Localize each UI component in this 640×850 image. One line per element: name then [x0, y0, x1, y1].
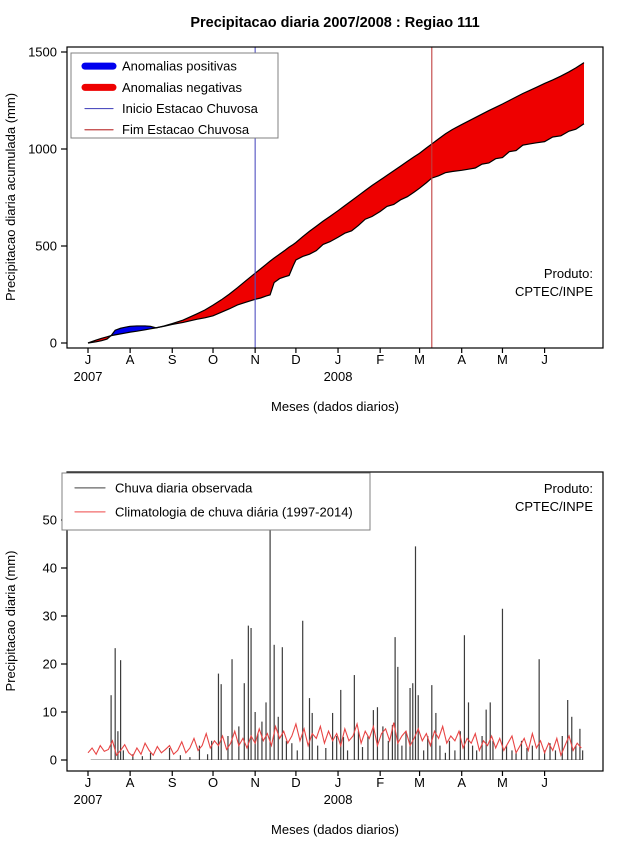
legend-item-label: Chuva diaria observada [115, 480, 253, 495]
month-tick-label: F [376, 775, 384, 790]
bottom-chart-legend: Chuva diaria observada Climatologia de ch… [61, 472, 371, 531]
month-tick-label: M [414, 775, 425, 790]
month-tick-label: N [250, 352, 259, 367]
top-x-axis-title: Meses (dados diarios) [271, 399, 399, 414]
month-tick-label: N [250, 775, 259, 790]
y-tick-label: 1000 [28, 142, 57, 157]
top-produto-value: CPTEC/INPE [515, 284, 593, 299]
plot-border [66, 46, 604, 349]
top-produto-label: Produto: [544, 266, 593, 281]
year-label: 2007 [74, 369, 103, 384]
daily-precipitation-plot: J A S O N D J F M A M J 2007 2008 0 10 20 30 40 50 [43, 471, 604, 807]
month-tick-label: J [85, 775, 92, 790]
top-chart-legend: Anomalias positivas Anomalias negativas In… [70, 52, 279, 139]
y-tick-label: 50 [43, 513, 57, 528]
y-tick-label: 500 [35, 239, 57, 254]
month-tick-label: A [126, 352, 135, 367]
y-tick-label: 1500 [28, 45, 57, 60]
month-tick-label: A [457, 775, 466, 790]
legend-item-label: Fim Estacao Chuvosa [122, 122, 250, 137]
y-tick-label: 0 [50, 753, 57, 768]
y-tick-label: 30 [43, 609, 57, 624]
observed-cumulative-curve [87, 123, 585, 344]
month-tick-label: A [457, 352, 466, 367]
bottom-x-axis-title: Meses (dados diarios) [271, 822, 399, 837]
y-tick-label: 20 [43, 657, 57, 672]
month-tick-label: M [497, 775, 508, 790]
negative-anomaly-area [155, 62, 585, 328]
month-tick-label: O [208, 775, 218, 790]
y-tick-label: 0 [50, 336, 57, 351]
month-tick-label: M [497, 352, 508, 367]
month-tick-label: S [168, 775, 177, 790]
month-tick-label: J [335, 352, 342, 367]
month-tick-label: D [291, 775, 300, 790]
month-tick-label: J [541, 775, 548, 790]
legend-item-label: Inicio Estacao Chuvosa [122, 101, 259, 116]
year-label: 2007 [74, 792, 103, 807]
month-tick-label: M [414, 352, 425, 367]
legend-item-label: Climatologia de chuva diária (1997-2014) [115, 504, 353, 519]
month-tick-label: S [168, 352, 177, 367]
top-chart-title: Precipitacao diaria 2007/2008 : Regiao 1… [190, 15, 479, 31]
legend-item-label: Anomalias positivas [122, 59, 237, 74]
year-label: 2008 [324, 369, 353, 384]
month-tick-label: D [291, 352, 300, 367]
bottom-produto-value: CPTEC/INPE [515, 499, 593, 514]
month-tick-label: J [541, 352, 548, 367]
climatology-daily-line [87, 721, 582, 758]
month-tick-label: J [85, 352, 92, 367]
bottom-y-axis-title: Precipitacao diaria (mm) [3, 551, 18, 692]
plot-border [66, 471, 604, 772]
month-tick-label: F [376, 352, 384, 367]
month-tick-label: A [126, 775, 135, 790]
y-tick-label: 10 [43, 705, 57, 720]
month-tick-label: O [208, 352, 218, 367]
year-label: 2008 [324, 792, 353, 807]
month-tick-label: J [335, 775, 342, 790]
legend-item-label: Anomalias negativas [122, 80, 242, 95]
y-tick-label: 40 [43, 561, 57, 576]
legend-box [61, 472, 371, 531]
top-y-axis-title: Precipitacao diaria acumulada (mm) [3, 93, 18, 301]
bottom-produto-label: Produto: [544, 481, 593, 496]
